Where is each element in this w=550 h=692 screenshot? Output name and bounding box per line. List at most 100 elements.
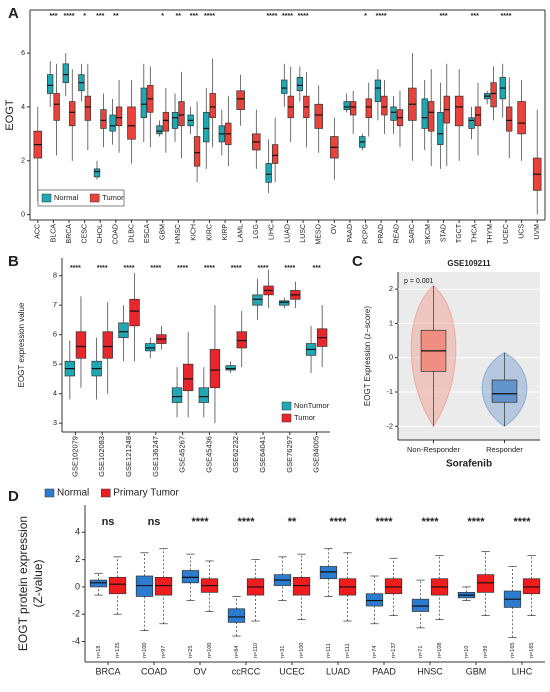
significance-label: **** (191, 516, 209, 528)
x-tick-label: ccRCC (232, 666, 261, 676)
sample-size-label: n=97 (161, 646, 167, 658)
x-tick-label: GSE121248 (124, 436, 133, 477)
legend-swatch (89, 193, 100, 203)
x-tick-label: UCEC (279, 666, 305, 676)
box (93, 168, 101, 178)
x-tick-label: GSE45436 (204, 436, 213, 473)
x-tick-label: UVM (534, 224, 541, 240)
significance-label: * (364, 13, 367, 20)
box (109, 114, 116, 132)
sample-size-label: n=100 (207, 643, 213, 658)
box (182, 363, 194, 392)
x-tick-label: TGCT (456, 223, 463, 243)
chart-title: GSE109211 (447, 259, 491, 268)
significance-label: **** (421, 516, 439, 528)
sample-size-label: n=137 (391, 643, 397, 658)
sample-size-label: n=111 (326, 643, 332, 658)
significance-label: **** (97, 265, 108, 272)
x-tick-label: BRCA (66, 224, 73, 244)
x-tick-label: COAD (141, 666, 168, 676)
significance-label: **** (124, 265, 135, 272)
y-tick-label: 4 (53, 389, 57, 398)
annotation: p = 0.001 (404, 278, 433, 285)
y-axis-label: EOGT expression value (17, 302, 26, 387)
x-tick-label: HNSC (417, 666, 443, 676)
x-tick-label: BRCA (95, 666, 120, 676)
y-tick-label: 7 (53, 300, 57, 309)
legend-label: Tumor (294, 413, 316, 422)
y-tick-label: 4 (75, 527, 80, 537)
box (162, 111, 170, 132)
box (129, 298, 140, 327)
significance-label: * (83, 13, 86, 20)
x-tick-label: COAD (113, 224, 120, 244)
y-axis-label: EOGT Expression (z−score) (363, 306, 372, 406)
y-tick-label: 0 (75, 581, 80, 591)
box (140, 87, 147, 119)
box (384, 578, 403, 595)
significance-label: **** (266, 13, 277, 20)
significance-label: **** (258, 265, 269, 272)
box (193, 136, 201, 167)
x-tick-label: CHOL (97, 224, 104, 244)
significance-label: *** (49, 13, 57, 20)
x-tick-label: GSE76297 (285, 436, 294, 473)
x-tick-label: GSE102079 (70, 436, 79, 477)
x-tick-label: READ (394, 224, 401, 243)
significance-label: **** (298, 13, 309, 20)
significance-label: **** (376, 13, 387, 20)
y-tick-label: -2 (72, 609, 80, 619)
panel-letter: C (352, 253, 363, 270)
box (365, 98, 372, 119)
box (428, 101, 435, 132)
legend-label: Tumor (102, 193, 124, 202)
box (100, 109, 107, 129)
significance-label: *** (313, 265, 321, 272)
x-tick-label: MESO (316, 223, 323, 244)
box (421, 98, 428, 129)
box (365, 593, 384, 607)
legend-label: Normal (57, 488, 89, 499)
x-tick-label: LAML (238, 224, 245, 242)
x-tick-label: PCPG (362, 224, 369, 244)
significance-label: **** (237, 516, 255, 528)
box (343, 101, 350, 110)
x-tick-label: GBM (466, 666, 487, 676)
x-tick-label: BLCA (50, 224, 57, 243)
box (115, 106, 123, 127)
sample-size-label: n=99 (483, 646, 489, 658)
x-tick-label: GSE62232 (231, 436, 240, 473)
significance-label: ** (288, 516, 297, 528)
box (411, 598, 430, 612)
box (171, 387, 183, 403)
box (53, 93, 60, 121)
y-tick-label: -4 (72, 636, 80, 646)
box (171, 111, 179, 129)
box (209, 93, 216, 119)
legend-label: NonTumor (294, 401, 330, 410)
x-tick-label: Responder (486, 445, 523, 454)
x-tick-label: ACC (35, 224, 42, 239)
y-tick-label: -1 (386, 387, 393, 396)
significance-label: ** (113, 13, 119, 20)
sample-size-label: n=110 (253, 643, 259, 658)
legend-swatch (41, 193, 52, 203)
significance-label: **** (329, 516, 347, 528)
sample-size-label: n=74 (372, 646, 378, 658)
box (89, 579, 108, 588)
y-tick-label: 0 (389, 353, 393, 362)
y-tick-label: 0 (21, 211, 25, 218)
x-tick-label: LUAD (326, 666, 351, 676)
x-tick-label: LUSC (300, 224, 307, 243)
significance-label: **** (231, 265, 242, 272)
box (506, 106, 513, 132)
y-axis-label: EOGT protein expression (16, 516, 30, 651)
x-tick-label: PAAD (372, 666, 396, 676)
box (62, 63, 69, 84)
significance-label: *** (190, 13, 198, 20)
box (271, 144, 279, 164)
significance-label: **** (204, 265, 215, 272)
box (296, 76, 304, 92)
x-tick-label: THCA (472, 224, 479, 243)
y-tick-label: 8 (53, 271, 57, 280)
